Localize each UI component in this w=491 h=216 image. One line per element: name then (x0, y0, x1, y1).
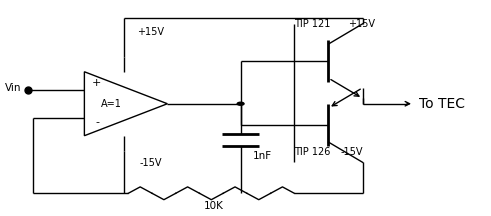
Text: A=1: A=1 (101, 99, 122, 109)
Text: -15V: -15V (139, 159, 162, 168)
Text: 10K: 10K (204, 201, 224, 211)
Text: 1nF: 1nF (253, 151, 272, 161)
Text: Vin: Vin (5, 83, 22, 93)
Text: -: - (96, 117, 100, 127)
Text: +15V: +15V (137, 27, 164, 37)
Text: TIP 126: TIP 126 (294, 147, 331, 157)
Text: To TEC: To TEC (419, 97, 465, 111)
Text: TIP 121: TIP 121 (294, 19, 331, 29)
Text: -15V: -15V (341, 147, 363, 157)
Text: +: + (92, 78, 101, 89)
Text: +15V: +15V (348, 19, 375, 29)
Circle shape (237, 102, 244, 105)
